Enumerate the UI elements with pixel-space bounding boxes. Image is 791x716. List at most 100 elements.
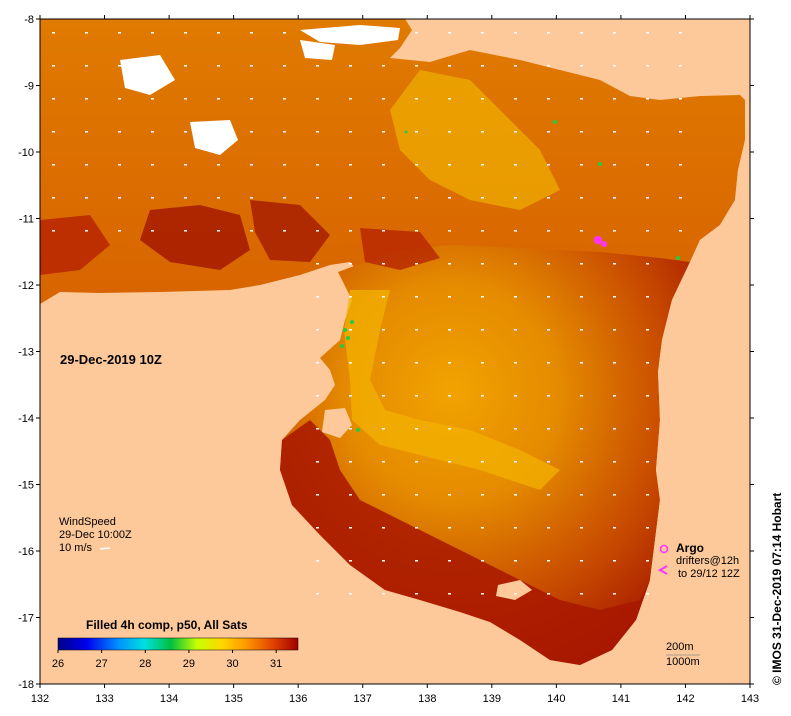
wind-arrow (580, 461, 583, 463)
wind-arrow (118, 131, 121, 133)
wind-arrow (514, 98, 517, 100)
hot-patch-1 (140, 205, 250, 270)
wind-arrow (547, 461, 550, 463)
hot-patch-2 (250, 200, 330, 262)
wind-arrow (52, 98, 55, 100)
wind-arrow (448, 296, 451, 298)
wind-arrow (448, 329, 451, 331)
wind-arrow (184, 197, 187, 199)
wind-arrow (547, 329, 550, 331)
wind-arrow (613, 593, 616, 595)
land-island-west (322, 408, 352, 438)
wind-arrow (349, 494, 352, 496)
land-cape-york (650, 100, 750, 684)
wind-arrow (184, 230, 187, 232)
wind-arrow (415, 296, 418, 298)
wind-arrow (580, 527, 583, 529)
wind-arrow (613, 362, 616, 364)
wind-arrow (316, 164, 319, 166)
wind-arrow (118, 32, 121, 34)
wind-arrow (85, 197, 88, 199)
wind-arrow (415, 230, 418, 232)
wind-arrow (415, 560, 418, 562)
wind-arrow (85, 98, 88, 100)
wind-arrow (613, 65, 616, 67)
wind-arrow (382, 461, 385, 463)
wind-arrow (547, 527, 550, 529)
wind-arrow (316, 32, 319, 34)
wind-arrow (85, 230, 88, 232)
wind-arrow (646, 263, 649, 265)
wind-arrow (316, 197, 319, 199)
wind-arrow (481, 131, 484, 133)
wind-arrow (613, 494, 616, 496)
y-tick-label: -15 (18, 480, 34, 492)
wind-arrow (217, 65, 220, 67)
wind-arrow (349, 395, 352, 397)
wind-arrow (514, 197, 517, 199)
wind-arrow (481, 593, 484, 595)
x-tick-label: 142 (676, 693, 694, 705)
wind-arrow (283, 65, 286, 67)
wind-arrow (151, 230, 154, 232)
wind-arrow (415, 98, 418, 100)
wind-arrow (646, 131, 649, 133)
wind-arrow (382, 164, 385, 166)
wind-arrow (448, 197, 451, 199)
imos-stamp: © IMOS 31-Dec-2019 07:14 Hobart (770, 492, 784, 685)
wind-arrow (118, 164, 121, 166)
wind-arrow (316, 395, 319, 397)
y-tick-label: -18 (18, 679, 34, 691)
wind-arrow (316, 428, 319, 430)
wind-arrow (118, 230, 121, 232)
wind-arrow (415, 593, 418, 595)
wind-arrow (118, 197, 121, 199)
wind-arrow (580, 263, 583, 265)
wind-arrow (547, 65, 550, 67)
wind-arrow (217, 164, 220, 166)
wind-arrow (52, 65, 55, 67)
wind-arrow (415, 461, 418, 463)
wind-arrow (580, 395, 583, 397)
wind-arrow (349, 164, 352, 166)
wind-arrow (415, 329, 418, 331)
wind-arrow (250, 197, 253, 199)
wind-arrow (250, 164, 253, 166)
colorbar-tick-label: 28 (139, 658, 151, 670)
wind-arrow (283, 164, 286, 166)
wind-title: WindSpeed (59, 516, 116, 528)
wind-arrow (415, 197, 418, 199)
wind-arrow (613, 230, 616, 232)
wind-arrow (481, 395, 484, 397)
wind-arrow (580, 296, 583, 298)
wind-arrow (415, 263, 418, 265)
wind-arrow (481, 494, 484, 496)
wind-arrow (118, 65, 121, 67)
wind-arrow (217, 197, 220, 199)
wind-arrow (184, 32, 187, 34)
wind-arrow (448, 32, 451, 34)
wind-arrow (382, 329, 385, 331)
wind-arrow (382, 593, 385, 595)
wind-arrow (613, 164, 616, 166)
wind-arrow (250, 65, 253, 67)
wind-arrow (448, 494, 451, 496)
wind-arrow (415, 527, 418, 529)
depth-1000: 1000m (666, 656, 700, 668)
wind-arrow (514, 593, 517, 595)
argo-float-b (601, 241, 607, 247)
wind-arrow (580, 329, 583, 331)
argo-legend-symbol (659, 544, 669, 554)
wind-arrow (547, 197, 550, 199)
x-tick-label: 140 (547, 693, 565, 705)
x-tick-label: 139 (483, 693, 501, 705)
wind-arrow (415, 395, 418, 397)
wind-arrow (514, 263, 517, 265)
wind-arrow (613, 296, 616, 298)
warm-tongue (344, 290, 560, 490)
wind-arrow (415, 428, 418, 430)
colorbar-tick-label: 30 (226, 658, 238, 670)
wind-arrow (613, 197, 616, 199)
wind-arrow (316, 494, 319, 496)
wind-arrow (514, 65, 517, 67)
